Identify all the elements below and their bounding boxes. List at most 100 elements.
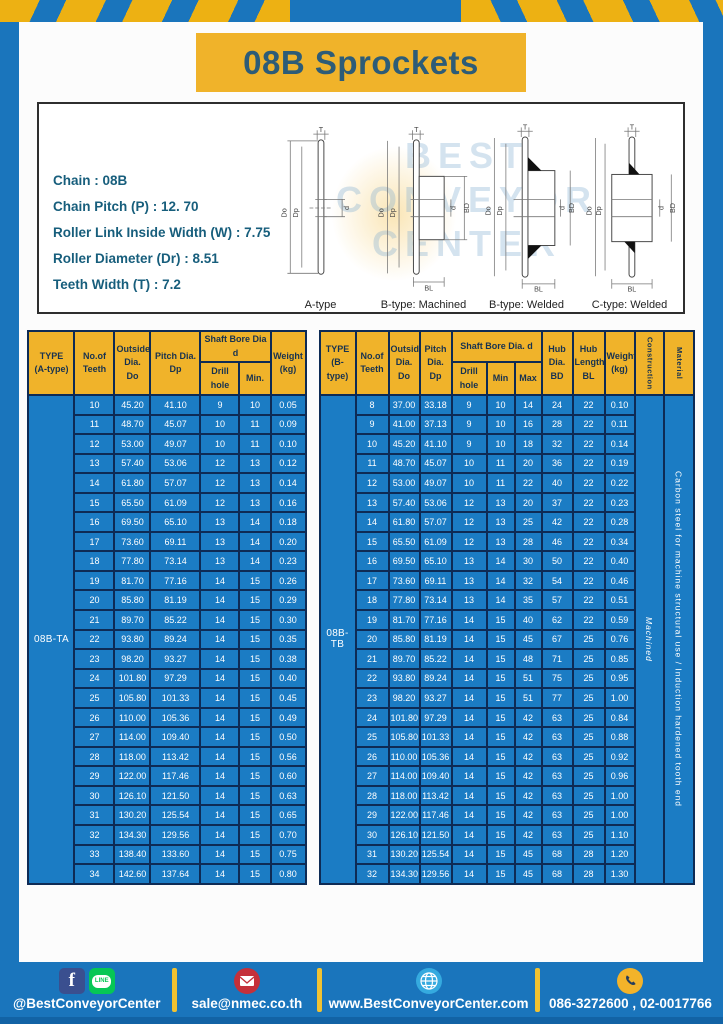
- table-cell: 33: [73, 843, 116, 866]
- table-cell: 42: [513, 706, 543, 729]
- table-cell: 67: [540, 628, 574, 651]
- table-cell: 18: [354, 589, 390, 611]
- table-row: 08B-TB 8 37.00 33.18 9 10 14 24 22 0.10 Machined Ca…: [318, 394, 695, 885]
- phone-numbers: 086-3272600 , 02-0017766: [549, 996, 712, 1011]
- table-cell: 101.80: [113, 667, 152, 690]
- table-cell: 45: [513, 843, 543, 866]
- table-cell: 29: [73, 765, 116, 787]
- table-cell: 14: [450, 863, 488, 885]
- table-cell: 21: [354, 648, 390, 670]
- table-cell: 15: [238, 784, 272, 807]
- col-header-teeth: No.of Teeth: [73, 330, 116, 396]
- table-cell: 28: [513, 530, 543, 553]
- table-cell: 25: [354, 726, 390, 748]
- table-cell: 61.09: [149, 491, 202, 514]
- social-handle: @BestConveyorCenter: [13, 996, 161, 1011]
- table-cell: 15: [485, 667, 516, 690]
- table-cell: 10: [199, 433, 241, 455]
- table-cell: 0.70: [269, 824, 307, 846]
- website-url: www.BestConveyorCenter.com: [328, 996, 529, 1011]
- table-cell: 12: [199, 472, 241, 494]
- table-cell: 14: [199, 667, 241, 690]
- title-banner: 08B Sprockets: [196, 33, 526, 92]
- table-cell: 0.50: [269, 726, 307, 748]
- table-row: 08B-TA 10 45.20 41.10 9 10 0.05: [27, 394, 307, 885]
- dim-label-d: d: [557, 206, 566, 210]
- footer-content: f LINE @BestConveyorCenter sale@nmec.co.…: [0, 962, 723, 1017]
- table-cell: 25: [571, 648, 606, 670]
- table-cell: 0.05: [269, 394, 307, 416]
- table-cell: 32: [540, 433, 574, 455]
- table-cell: 30: [73, 784, 116, 807]
- table-cell: 9: [354, 413, 390, 436]
- type-label-cell: 08B-TA: [27, 394, 76, 885]
- table-cell: 0.45: [269, 687, 307, 709]
- sprocket-drawings: T Do Dp d A-type: [269, 109, 681, 311]
- table-cell: 125.54: [149, 804, 202, 827]
- table-cell: 25: [571, 628, 606, 651]
- table-cell: 15: [238, 843, 272, 866]
- dim-label-do: Do: [483, 206, 492, 215]
- table-cell: 28: [540, 413, 574, 436]
- table-cell: 42: [513, 726, 543, 748]
- table-cell: 42: [513, 824, 543, 846]
- table-cell: 0.95: [603, 667, 636, 690]
- table-cell: 15: [354, 530, 390, 553]
- table-row: 10 45.20 41.10 9 10 18 32 22 0.14: [320, 433, 694, 455]
- table-cell: 14: [199, 765, 241, 787]
- table-cell: 28: [571, 843, 606, 866]
- table-cell: 23: [73, 648, 116, 670]
- table-row: 31 130.20 125.54 14 15 45 68 28 1.20: [320, 843, 694, 866]
- table-cell: 0.38: [269, 648, 307, 670]
- dim-label-do: Do: [376, 208, 385, 217]
- table-cell: 14: [450, 667, 488, 690]
- table-cell: 30: [513, 550, 543, 572]
- table-cell: 0.12: [269, 452, 307, 475]
- table-cell: 63: [540, 726, 574, 748]
- table-cell: 89.70: [387, 648, 421, 670]
- table-cell: 93.80: [113, 628, 152, 651]
- dim-label-dp: Dp: [594, 206, 603, 215]
- table-cell: 25: [571, 687, 606, 709]
- table-cell: 77.80: [113, 550, 152, 572]
- dim-label-bd: BD: [462, 203, 471, 213]
- table-cell: 30: [354, 824, 390, 846]
- table-cell: 121.50: [418, 824, 453, 846]
- table-cell: 45: [513, 628, 543, 651]
- dim-label-do: Do: [584, 206, 593, 215]
- table-row: 28 118.00 113.42 14 15 0.56: [28, 745, 307, 768]
- table-cell: 0.85: [603, 648, 636, 670]
- facebook-icon: f: [58, 968, 85, 994]
- table-cell: 77.16: [418, 609, 453, 631]
- table-cell: 13: [199, 511, 241, 533]
- table-cell: 114.00: [387, 765, 421, 787]
- table-cell: 11: [238, 433, 272, 455]
- table-cell: 65.50: [387, 530, 421, 553]
- table-cell: 14: [450, 648, 488, 670]
- table-cell: 12: [199, 491, 241, 514]
- table-cell: 14: [450, 628, 488, 651]
- dim-label-bd: BD: [668, 203, 677, 213]
- table-cell: 25: [571, 824, 606, 846]
- table-cell: 13: [485, 511, 516, 533]
- table-row: 18 77.80 73.14 13 14 0.23: [28, 550, 307, 572]
- table-cell: 10: [485, 413, 516, 436]
- dim-label-d: d: [448, 206, 457, 210]
- col-header-hub-dia: Hub Dia. BD: [540, 330, 574, 396]
- table-cell: 138.40: [113, 843, 152, 866]
- table-cell: 0.28: [603, 511, 636, 533]
- table-cell: 93.27: [418, 687, 453, 709]
- table-cell: 0.63: [269, 784, 307, 807]
- footer-divider: [534, 967, 540, 1012]
- table-cell: 61.80: [113, 472, 152, 494]
- table-cell: 12: [199, 452, 241, 475]
- table-cell: 32: [354, 863, 390, 885]
- table-cell: 14: [199, 843, 241, 866]
- table-cell: 105.36: [149, 706, 202, 729]
- dim-label-t: T: [414, 125, 419, 134]
- table-cell: 42: [513, 745, 543, 768]
- table-cell: 15: [238, 648, 272, 670]
- table-cell: 25: [571, 745, 606, 768]
- table-row: 20 85.80 81.19 14 15 45 67 25 0.76: [320, 628, 694, 651]
